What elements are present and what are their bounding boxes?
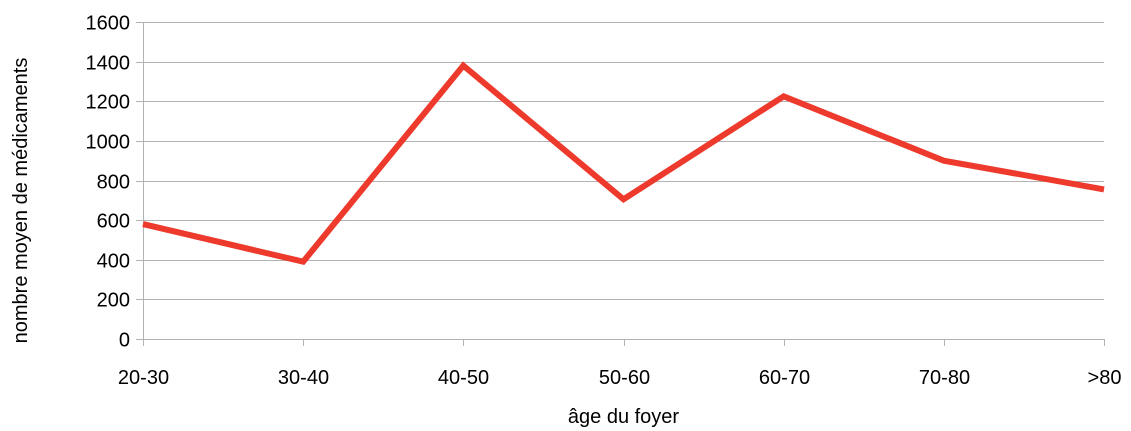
grid [143, 22, 1104, 340]
y-tick-label: 1200 [86, 92, 131, 114]
y-tick-label: 200 [97, 290, 130, 312]
x-tick-labels: 20-30 30-40 40-50 50-60 60-70 70-80 >80 [118, 367, 1122, 389]
y-tick-labels: 0 200 400 600 800 1000 1200 1400 1600 [86, 13, 131, 352]
x-axis-title: âge du foyer [568, 406, 680, 428]
series-layer [142, 61, 1105, 266]
y-tick-label: 1000 [86, 132, 131, 154]
axes [136, 22, 1105, 346]
y-tick-label: 0 [119, 330, 130, 352]
x-tick-label: 50-60 [599, 367, 650, 389]
y-tick-label: 1600 [86, 13, 131, 35]
series-line [142, 61, 1105, 266]
x-tick-label: >80 [1088, 367, 1122, 389]
x-tick-label: 70-80 [919, 367, 970, 389]
y-axis-title: nombre moyen de médicaments [10, 58, 32, 344]
y-tick-label: 800 [97, 172, 130, 194]
x-tick-label: 30-40 [278, 367, 329, 389]
y-tick-label: 400 [97, 251, 130, 273]
x-tick-label: 40-50 [438, 367, 489, 389]
x-tick-label: 60-70 [759, 367, 810, 389]
y-tick-label: 1400 [86, 53, 131, 75]
y-tick-label: 600 [97, 211, 130, 233]
x-tick-label: 20-30 [118, 367, 169, 389]
